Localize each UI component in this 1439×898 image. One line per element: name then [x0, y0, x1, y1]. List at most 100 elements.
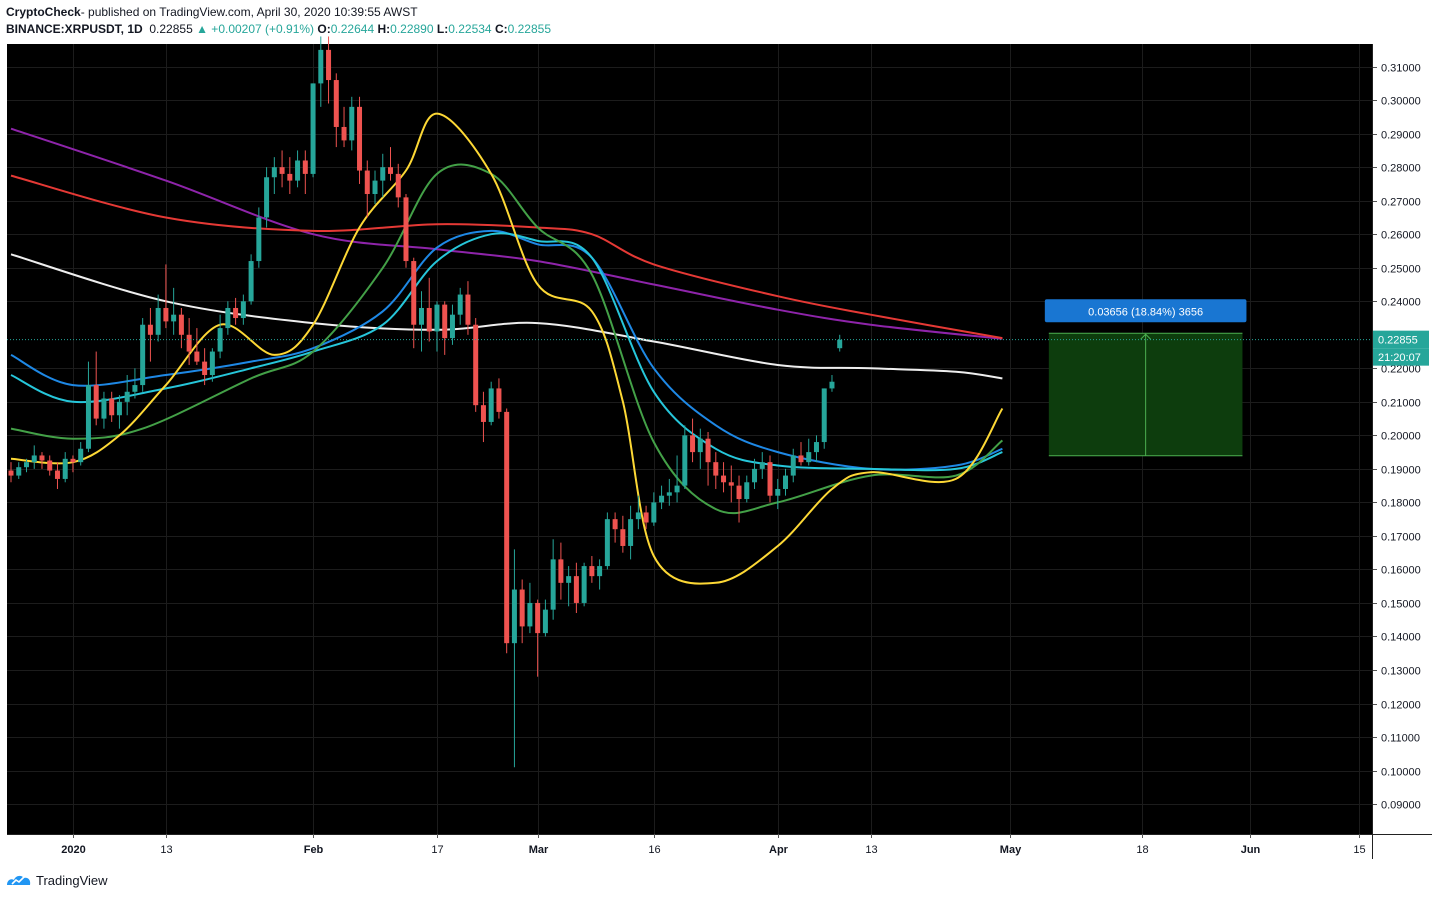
candle-body [333, 80, 339, 127]
candle-body [116, 401, 122, 416]
candle-body [620, 529, 626, 546]
candle-body [155, 307, 161, 335]
moving-average-line [10, 174, 1003, 340]
candle-body [326, 49, 332, 81]
low-label: L: [436, 22, 449, 36]
x-tick-label: 13 [865, 844, 877, 856]
candle-body [519, 589, 525, 627]
publish-info: CryptoCheck- published on TradingView.co… [6, 4, 551, 21]
candle-body [837, 339, 843, 349]
candle-body [457, 294, 463, 315]
open-label: O: [317, 22, 331, 36]
candle-body [713, 462, 719, 476]
x-tick-label: Jun [1241, 844, 1261, 856]
moving-average-line [10, 127, 1003, 340]
y-tick-label: 0.11000 [1381, 733, 1420, 745]
y-tick-label: 0.22000 [1381, 364, 1421, 376]
candle-body [767, 462, 773, 496]
y-tick-label: 0.31000 [1381, 63, 1421, 75]
candle-body [70, 458, 76, 463]
candle-body [93, 385, 99, 419]
candle-body [310, 83, 316, 174]
time-axis[interactable] [7, 835, 1432, 859]
high-value: 0.22890 [390, 22, 434, 36]
candle-body [171, 314, 177, 322]
candle-body [388, 167, 394, 174]
candle-body [31, 455, 37, 463]
candle-body [279, 167, 285, 174]
x-tick-label: Mar [529, 844, 549, 856]
y-tick-label: 0.18000 [1381, 498, 1421, 510]
candle-body [496, 388, 502, 412]
candle-body [488, 388, 494, 422]
y-tick-label: 0.29000 [1381, 130, 1421, 142]
candle-body [302, 160, 308, 174]
x-tick-label: Apr [769, 844, 789, 856]
candle-body [527, 602, 533, 627]
candle-body [775, 488, 781, 496]
candle-body [240, 301, 246, 319]
candle-body [806, 452, 812, 463]
candle-body [752, 468, 758, 483]
price-axis[interactable] [1373, 44, 1432, 834]
candle-body [604, 519, 610, 567]
candle-body [62, 458, 68, 479]
measure-tool[interactable]: 0.03656 (18.84%) 3656 [1044, 299, 1247, 457]
current-price-badge [1373, 330, 1429, 349]
x-tick-label: 17 [431, 844, 443, 856]
candle-body [380, 167, 386, 181]
candle-body [54, 470, 60, 479]
candle-body [372, 180, 378, 195]
candle-body [364, 170, 370, 195]
candle-body [194, 351, 200, 362]
y-tick-label: 0.19000 [1381, 465, 1421, 477]
candle-body [643, 512, 649, 523]
x-tick-label: 2020 [61, 844, 85, 856]
symbol-label: BINANCE:XRPUSDT, 1D [6, 22, 143, 36]
candle-body [225, 307, 231, 329]
candle-body [721, 475, 727, 483]
high-label: H: [377, 22, 391, 36]
candle-body [341, 126, 347, 141]
candle-body [357, 106, 363, 171]
candle-body [202, 361, 208, 376]
y-tick-label: 0.10000 [1381, 767, 1421, 779]
candle-body [318, 49, 324, 84]
y-tick-label: 0.24000 [1381, 297, 1421, 309]
footer-brand[interactable]: TradingView [36, 872, 108, 888]
last-price: 0.22855 [149, 22, 193, 36]
candle-body [442, 304, 448, 339]
candle-body [690, 435, 696, 453]
candle-body [728, 482, 734, 486]
y-tick-label: 0.25000 [1381, 264, 1421, 276]
moving-average-line [10, 112, 1004, 585]
candle-body [659, 495, 665, 503]
moving-average-line [10, 253, 1003, 380]
y-tick-label: 0.21000 [1381, 398, 1421, 410]
candle-body [581, 566, 587, 603]
measure-label-box [1044, 299, 1247, 323]
close-value: 0.22855 [507, 22, 552, 36]
candle-body [132, 385, 138, 392]
candles [8, 36, 843, 768]
candle-body [39, 455, 45, 461]
candle-body [480, 405, 486, 422]
measure-arrow-head [1140, 333, 1151, 340]
candle-body [209, 351, 215, 376]
y-tick-label: 0.26000 [1381, 230, 1421, 242]
candle-body [101, 398, 107, 419]
candle-body [178, 314, 184, 335]
countdown-badge [1373, 348, 1429, 366]
candle-body [78, 448, 84, 463]
candle-body [473, 324, 479, 406]
author-name[interactable]: CryptoCheck [6, 5, 81, 19]
countdown-label: 21:20:07 [1378, 352, 1421, 364]
candle-body [23, 462, 29, 468]
candle-body [697, 438, 703, 453]
candle-body [271, 167, 277, 178]
candle-body [349, 106, 355, 141]
candle-body [628, 519, 634, 546]
candle-body [589, 566, 595, 577]
candle-body [535, 602, 541, 634]
